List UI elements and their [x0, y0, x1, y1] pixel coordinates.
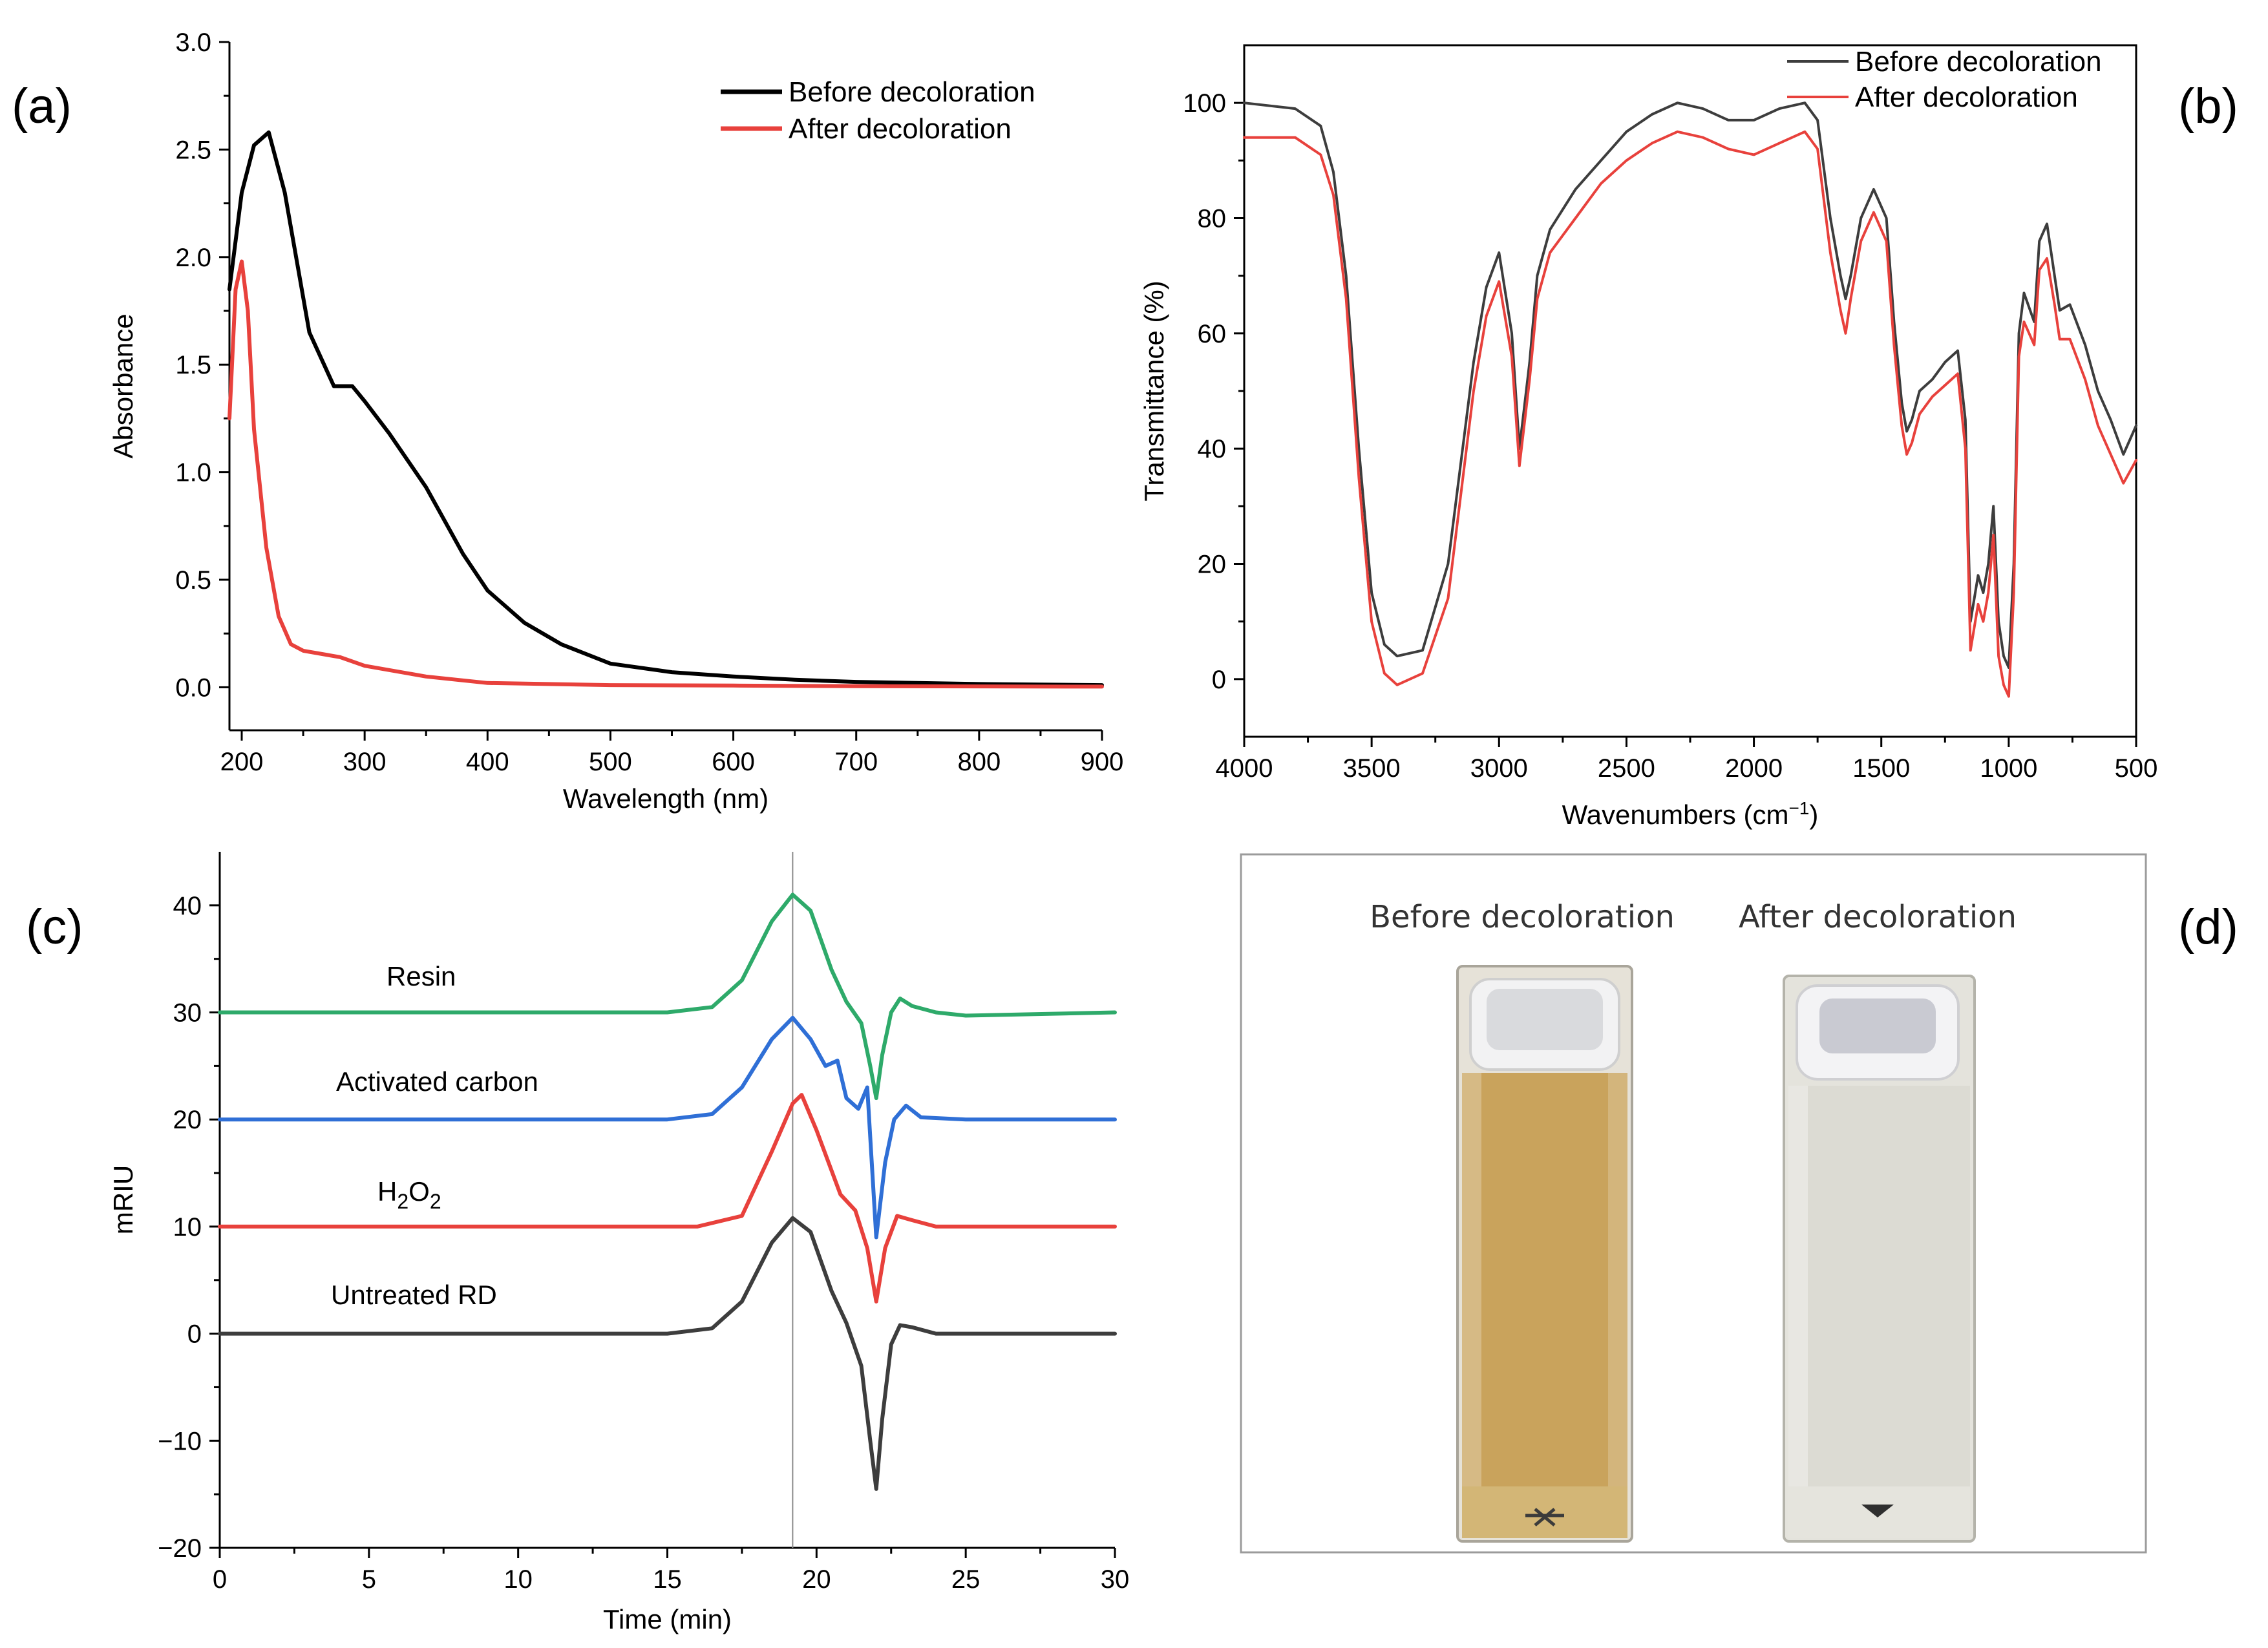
chromatogram-series-line-3 — [218, 1216, 1117, 1491]
transmittance-series — [1243, 101, 2137, 698]
chromatogram-series-line-0 — [218, 893, 1117, 1101]
transmittance-x-tick-label: 1000 — [1980, 754, 2037, 783]
absorbance-y-tick-label: 2.5 — [175, 136, 211, 164]
absorbance-y-tick-label: 3.0 — [175, 28, 211, 57]
absorbance-x-axis-title: Wavelength (nm) — [563, 783, 768, 814]
cuvette-before — [1456, 965, 1633, 1543]
chromatogram-series — [218, 893, 1117, 1491]
legend-label-before: Before decoloration — [1855, 46, 2102, 78]
transmittance-y-tick-label: 0 — [1212, 666, 1226, 694]
series-label-h2o2: H2O2 — [377, 1176, 441, 1213]
chromatogram-x-tick-label: 0 — [213, 1565, 227, 1594]
panel-label-b: (b) — [2178, 79, 2238, 134]
transmittance-y-tick-label: 60 — [1198, 320, 1227, 348]
absorbance-series — [228, 130, 1104, 689]
absorbance-x-tick-label: 600 — [712, 748, 755, 776]
chromatogram-y-tick-label: −10 — [158, 1427, 202, 1455]
chromatogram-x-tick-label: 5 — [362, 1565, 376, 1594]
photo-caption-before: Before decoloration — [1370, 899, 1675, 935]
chromatogram-series-line-2 — [218, 1093, 1117, 1304]
transmittance-x-tick-label: 2000 — [1725, 754, 1783, 783]
chromatogram-x-tick-label: 15 — [653, 1565, 682, 1594]
legend-label-after: After decoloration — [789, 113, 1012, 145]
chromatogram-chart: 0 5 10 15 20 25 30 −20 −10 0 10 20 30 40 Time (min) m… — [108, 852, 1129, 1634]
transmittance-x-tick-label: 4000 — [1216, 754, 1273, 783]
chromatogram-y-tick-label: 40 — [173, 892, 202, 920]
transmittance-x-axis-title: Wavenumbers (cm−1) — [1562, 798, 1819, 830]
transmittance-x-tick-label: 1500 — [1852, 754, 1910, 783]
absorbance-chart: 200 300 400 500 600 700 800 900 0.0 0.5 1.0 1.5 2.0 2… — [108, 28, 1123, 814]
chromatogram-y-tick-label: 0 — [187, 1320, 202, 1349]
chromatogram-series-line-1 — [218, 1015, 1117, 1240]
absorbance-x-tick-label: 500 — [589, 748, 632, 776]
liquid-after — [1788, 1086, 1970, 1499]
absorbance-y-tick-label: 2.0 — [175, 244, 211, 272]
liquid-before — [1462, 1073, 1627, 1512]
transmittance-axis-frame — [1243, 44, 2137, 738]
absorbance-y-tick-label: 0.5 — [175, 566, 211, 595]
chromatogram-x-tick-label: 10 — [503, 1565, 533, 1594]
chromatogram-y-tick-label: 20 — [173, 1106, 202, 1134]
legend-label-after: After decoloration — [1855, 81, 2078, 113]
transmittance-x-tick-label: 2500 — [1598, 754, 1655, 783]
absorbance-x-tick-label: 800 — [957, 748, 1001, 776]
photo-caption-after: After decoloration — [1739, 899, 2017, 935]
series-label-activated-carbon: Activated carbon — [336, 1066, 538, 1097]
transmittance-x-tick-label: 500 — [2115, 754, 2158, 783]
absorbance-axes: 200 300 400 500 600 700 800 900 0.0 0.5 1.0 1.5 2.0 2… — [175, 28, 1123, 776]
transmittance-x-tick-label: 3500 — [1343, 754, 1401, 783]
chromatogram-x-axis-title: Time (min) — [603, 1604, 732, 1634]
absorbance-y-tick-label: 1.0 — [175, 459, 211, 487]
panel-label-d: (d) — [2178, 900, 2238, 955]
chromatogram-y-tick-label: −20 — [158, 1534, 202, 1563]
absorbance-x-tick-label: 400 — [466, 748, 509, 776]
transmittance-y-tick-label: 20 — [1198, 551, 1227, 579]
legend-label-before: Before decoloration — [789, 76, 1035, 108]
photo-frame — [1240, 853, 2147, 1554]
series-label-untreated-rd: Untreated RD — [331, 1280, 497, 1310]
chromatogram-axes: 0 5 10 15 20 25 30 −20 −10 0 10 20 30 40 — [158, 852, 1129, 1594]
chromatogram-y-axis-title: mRIU — [108, 1165, 138, 1234]
transmittance-x-tick-label: 3000 — [1470, 754, 1528, 783]
chromatogram-x-tick-label: 25 — [951, 1565, 980, 1594]
absorbance-x-tick-label: 900 — [1081, 748, 1124, 776]
absorbance-x-tick-label: 200 — [220, 748, 264, 776]
transmittance-legend: Before decoloration After decoloration — [1787, 46, 2102, 113]
absorbance-y-tick-label: 0.0 — [175, 673, 211, 702]
absorbance-y-tick-label: 1.5 — [175, 351, 211, 379]
absorbance-series-line-1 — [228, 259, 1104, 689]
absorbance-series-line-0 — [228, 130, 1104, 688]
transmittance-y-tick-label: 100 — [1183, 89, 1226, 118]
transmittance-series-line-1 — [1243, 130, 2137, 698]
transmittance-axes: 4000 3500 3000 2500 2000 1500 1000 500 0 20 40 60 80… — [1183, 44, 2158, 783]
panel-label-c: (c) — [26, 900, 83, 955]
absorbance-y-axis-title: Absorbance — [108, 313, 138, 458]
transmittance-y-tick-label: 40 — [1198, 435, 1227, 463]
absorbance-x-tick-label: 700 — [834, 748, 878, 776]
chromatogram-y-tick-label: 30 — [173, 999, 202, 1028]
chromatogram-x-tick-label: 20 — [802, 1565, 831, 1594]
transmittance-y-axis-title: Transmittance (%) — [1139, 280, 1169, 502]
transmittance-series-line-0 — [1243, 101, 2137, 669]
transmittance-chart: 4000 3500 3000 2500 2000 1500 1000 500 0 20 40 60 80… — [1139, 44, 2158, 830]
cuvette-photo: Before decoloration After decoloration — [1240, 853, 2147, 1554]
chromatogram-y-tick-label: 10 — [173, 1213, 202, 1241]
chromatogram-x-tick-label: 30 — [1101, 1565, 1130, 1594]
panel-label-a: (a) — [12, 79, 72, 134]
series-label-resin: Resin — [387, 961, 456, 991]
transmittance-y-tick-label: 80 — [1198, 205, 1227, 233]
absorbance-x-tick-label: 300 — [343, 748, 387, 776]
cuvette-after — [1783, 975, 1976, 1543]
absorbance-legend: Before decoloration After decoloration — [721, 76, 1035, 145]
